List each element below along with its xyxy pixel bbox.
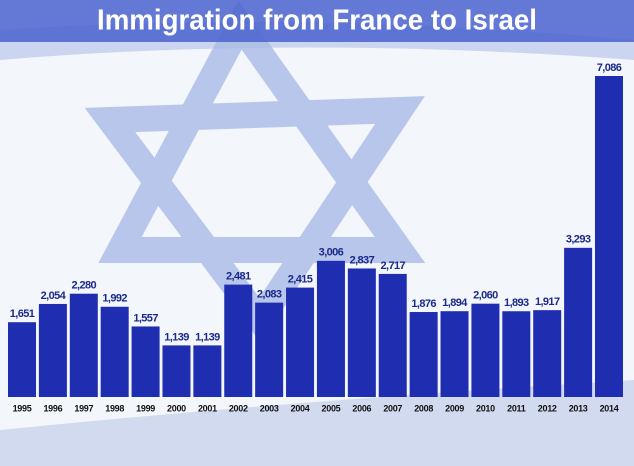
bar: [38, 303, 67, 397]
x-tick-label: 1995: [13, 403, 32, 413]
value-label: 1,876: [411, 298, 436, 310]
value-label: 2,083: [257, 289, 282, 301]
value-label: 1,651: [10, 308, 35, 320]
chart-title: Immigration from France to Israel: [97, 5, 537, 37]
value-label: 1,893: [504, 297, 529, 309]
x-tick-label: 2012: [538, 403, 557, 413]
value-label: 1,557: [133, 312, 158, 324]
bar: [255, 302, 284, 397]
value-label: 7,086: [597, 62, 622, 74]
bar: [162, 345, 191, 397]
x-tick-label: 2009: [445, 403, 464, 413]
bar: [471, 303, 500, 397]
value-label: 2,717: [380, 260, 405, 272]
x-tick-label: 2005: [322, 403, 341, 413]
bar: [193, 345, 222, 397]
value-label: 2,060: [473, 290, 498, 302]
value-label: 1,917: [535, 296, 560, 308]
x-tick-label: 2013: [569, 403, 588, 413]
x-tick-label: 2010: [476, 403, 495, 413]
bar: [564, 247, 593, 397]
x-tick-label: 2008: [414, 403, 433, 413]
bar: [378, 273, 407, 397]
x-tick-label: 1998: [105, 403, 124, 413]
x-tick-label: 2004: [291, 403, 310, 413]
flag-stripe: [0, 380, 634, 466]
x-tick-label: 2002: [229, 403, 248, 413]
x-tick-label: 1997: [74, 403, 93, 413]
bar: [409, 312, 438, 397]
value-label: 1,894: [442, 297, 468, 309]
bar: [316, 260, 345, 397]
x-tick-label: 2000: [167, 403, 186, 413]
x-tick-label: 2011: [507, 403, 526, 413]
x-tick-label: 2001: [198, 403, 217, 413]
x-tick-label: 2006: [352, 403, 371, 413]
x-tick-label: 1999: [136, 403, 155, 413]
value-label: 2,481: [226, 271, 251, 283]
x-tick-label: 2003: [260, 403, 279, 413]
bar: [595, 76, 623, 397]
bar: [286, 287, 315, 397]
bar: [224, 284, 253, 397]
bar: [440, 311, 469, 397]
value-label: 2,054: [41, 290, 67, 302]
bar: [100, 306, 129, 397]
star-of-david: [84, 0, 426, 343]
value-label: 1,139: [195, 331, 220, 343]
value-label: 3,293: [566, 234, 591, 246]
title-band: [0, 0, 634, 42]
x-tick-label: 2014: [600, 403, 619, 413]
value-label: 2,415: [288, 274, 313, 286]
bar: [131, 326, 160, 397]
value-label: 2,837: [350, 254, 375, 266]
x-tick-label: 1996: [43, 403, 62, 413]
bar: [69, 293, 98, 397]
bar: [347, 268, 376, 397]
value-label: 1,139: [164, 331, 189, 343]
value-label: 3,006: [319, 247, 344, 259]
bar: [502, 311, 531, 397]
value-label: 1,992: [102, 293, 127, 305]
bar: [533, 310, 562, 397]
value-label: 2,280: [72, 280, 97, 292]
bar: [8, 322, 36, 397]
x-tick-label: 2007: [383, 403, 402, 413]
